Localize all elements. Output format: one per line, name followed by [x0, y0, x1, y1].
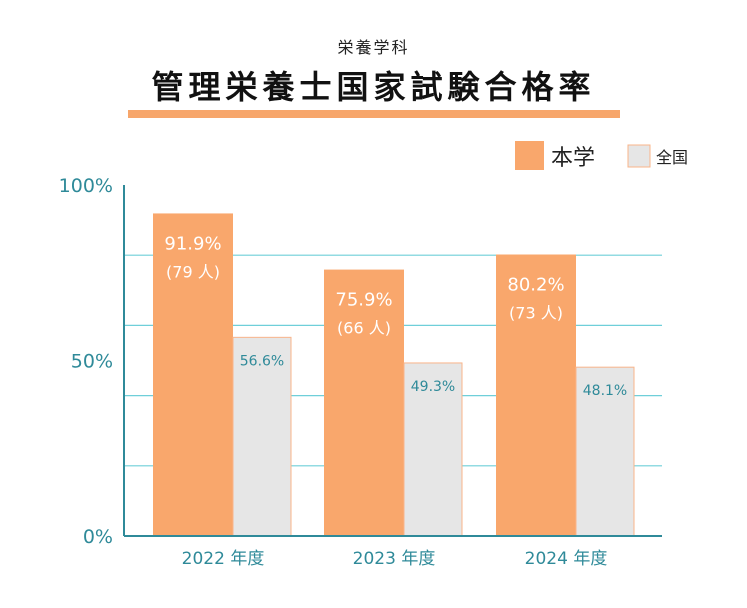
legend-label: 全国 [656, 148, 688, 167]
bar-全国 [232, 336, 292, 537]
bar-本学 [496, 254, 576, 537]
bar-value-label: 91.9% [164, 233, 221, 254]
x-category-label: 2022 年度 [182, 549, 265, 569]
bar-count-label: (66 人) [337, 319, 391, 338]
x-category-label: 2024 年度 [525, 549, 608, 569]
bar-本学 [153, 213, 233, 536]
legend-swatch-全国 [627, 144, 651, 168]
legend-swatch-本学 [515, 141, 544, 170]
bar-全国 [403, 362, 463, 537]
bar-count-label: (79 人) [166, 262, 220, 281]
bar-value-label: 56.6% [240, 353, 284, 369]
bar-count-label: (73 人) [509, 303, 563, 322]
chart-subtitle: 栄養学科 [337, 38, 410, 57]
bar-value-label: 80.2% [507, 274, 564, 295]
bar-value-label: 49.3% [411, 379, 455, 395]
x-category-label: 2023 年度 [353, 549, 436, 569]
y-tick-label: 0% [83, 526, 113, 548]
bar-value-label: 75.9% [335, 290, 392, 311]
chart-title: 管理栄養士国家試験合格率 [151, 68, 596, 106]
y-tick-label: 50% [71, 351, 113, 373]
bar-本学 [324, 269, 404, 536]
y-tick-label: 100% [59, 175, 113, 197]
bar-value-label: 48.1% [583, 383, 627, 399]
title-underline [128, 110, 620, 118]
legend-label: 本学 [551, 146, 595, 171]
bar-全国 [575, 366, 635, 537]
